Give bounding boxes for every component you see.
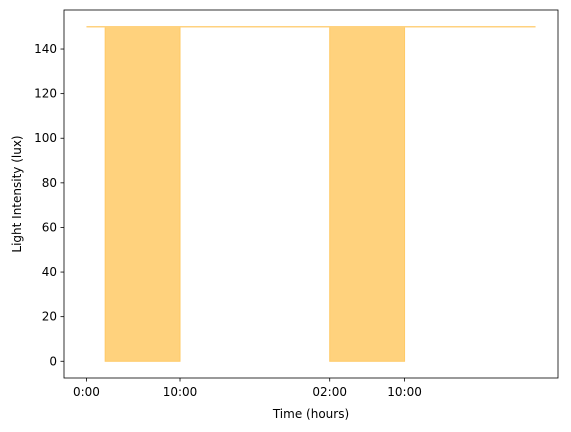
light-on-region-1 <box>104 26 181 362</box>
x-tick-label: 02:00 <box>312 385 347 399</box>
y-axis-ticks: 0 20 40 60 80 100 120 140 <box>34 42 64 368</box>
y-tick-label: 20 <box>42 310 57 324</box>
x-axis-label: Time (hours) <box>272 407 349 421</box>
plot-frame <box>63 9 559 379</box>
x-tick-label: 10:00 <box>387 385 422 399</box>
y-tick-label: 60 <box>42 220 57 234</box>
x-tick-label: 0:00 <box>73 385 100 399</box>
x-axis-ticks: 0:00 10:00 02:00 10:00 <box>73 378 422 399</box>
light-on-region-2 <box>329 26 406 362</box>
y-tick-label: 40 <box>42 265 57 279</box>
y-tick-label: 80 <box>42 176 57 190</box>
y-tick-label: 0 <box>49 354 57 368</box>
y-tick-label: 100 <box>34 131 57 145</box>
y-axis-label: Light Intensity (lux) <box>10 135 24 252</box>
plot-area <box>86 25 536 362</box>
y-tick-label: 140 <box>34 42 57 56</box>
y-tick-label: 120 <box>34 87 57 101</box>
x-tick-label: 10:00 <box>163 385 198 399</box>
